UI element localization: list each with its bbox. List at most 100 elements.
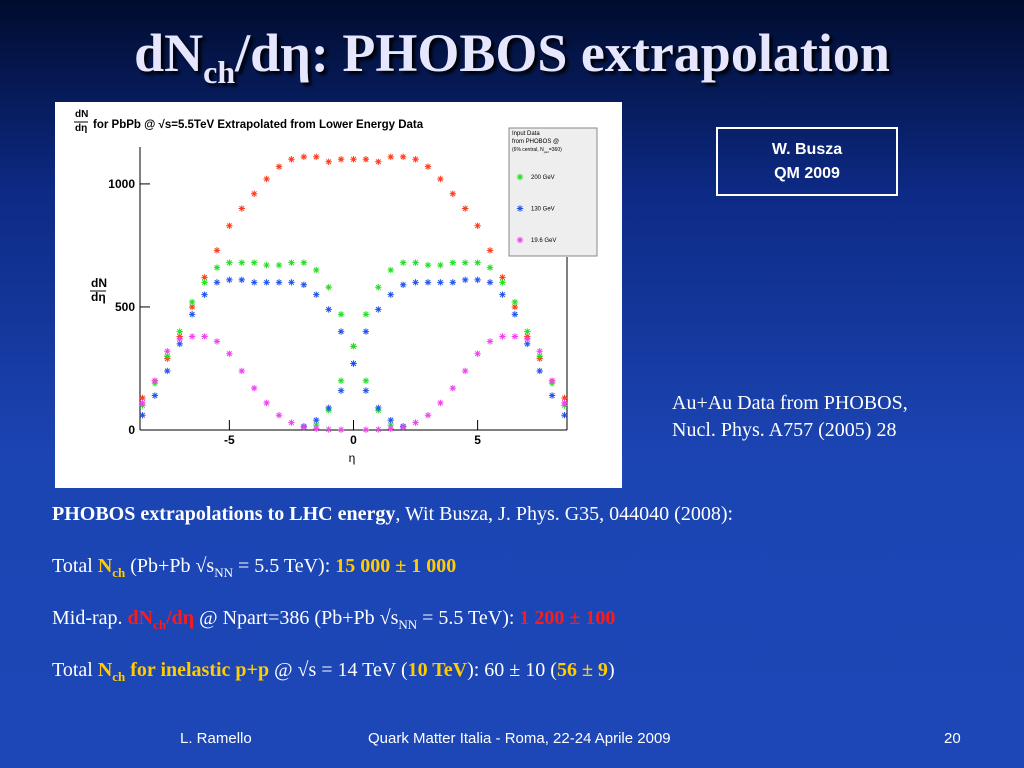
run: Mid-rap. xyxy=(52,607,128,629)
run: ch xyxy=(112,669,126,684)
data-point xyxy=(313,416,320,424)
run: /dη xyxy=(166,607,195,629)
data-point xyxy=(387,291,394,298)
data-point xyxy=(412,419,419,426)
legend-title-part: (6% central, N xyxy=(512,147,544,153)
data-point xyxy=(238,276,245,284)
x-label: η xyxy=(349,451,356,465)
data-point xyxy=(188,333,196,340)
data-point xyxy=(561,412,568,419)
data-point xyxy=(387,153,394,161)
data-point xyxy=(139,399,146,407)
data-point xyxy=(288,156,295,163)
data-point xyxy=(437,279,444,286)
data-point xyxy=(288,279,295,286)
data-point xyxy=(337,387,345,394)
data-point xyxy=(499,333,506,340)
legend-marker xyxy=(516,173,524,181)
data-point xyxy=(151,377,159,384)
data-point xyxy=(375,404,382,412)
y-label: dN xyxy=(91,276,107,290)
data-point xyxy=(300,281,308,289)
data-point xyxy=(263,279,270,286)
data-point xyxy=(399,281,407,289)
run: NN xyxy=(214,565,233,580)
data-point xyxy=(561,394,568,402)
data-point xyxy=(437,399,444,407)
data-point xyxy=(362,156,370,163)
data-point xyxy=(362,377,370,384)
data-point xyxy=(176,340,183,348)
title-part: dN xyxy=(134,23,204,83)
data-point xyxy=(151,392,159,399)
data-point xyxy=(337,377,345,384)
y-tick-label: 500 xyxy=(115,300,135,314)
data-point xyxy=(300,259,308,266)
data-point xyxy=(164,352,171,360)
data-point xyxy=(313,291,320,298)
data-point xyxy=(499,279,506,286)
run: Total xyxy=(52,555,98,577)
data-point xyxy=(449,384,457,392)
data-point xyxy=(238,367,245,375)
data-point xyxy=(424,163,432,170)
data-point xyxy=(511,333,519,340)
text-line: Total Nch (Pb+Pb √sNN = 5.5 TeV): 15 000… xyxy=(52,555,456,581)
source-line: QM 2009 xyxy=(774,165,840,182)
run: N xyxy=(97,659,113,681)
data-point xyxy=(313,425,320,432)
data-point xyxy=(164,367,171,375)
source-line: W. Busza xyxy=(771,141,843,158)
data-point xyxy=(275,279,283,286)
data-point xyxy=(275,163,283,170)
run: , Wit Busza, J. Phys. G35, 044040 (2008)… xyxy=(395,503,734,525)
data-point xyxy=(486,338,494,345)
y-tick-label: 1000 xyxy=(108,177,135,191)
data-point xyxy=(449,190,457,197)
data-point xyxy=(486,247,494,254)
data-point xyxy=(474,350,481,357)
legend-box xyxy=(508,127,598,257)
run: (Pb+Pb √s xyxy=(125,555,215,577)
data-point xyxy=(387,421,394,429)
data-point xyxy=(164,348,171,355)
data-point xyxy=(201,291,208,298)
data-point xyxy=(313,266,320,274)
text-line: Total Nch for inelastic p+p @ √s = 14 Te… xyxy=(52,659,615,685)
data-point xyxy=(362,328,370,335)
legend-title-part: part xyxy=(544,150,549,154)
run: 56 ± 9 xyxy=(556,659,608,681)
legend-title-part: =360) xyxy=(549,147,562,153)
run: PHOBOS extrapolations to LHC energy xyxy=(52,503,396,525)
run: dN xyxy=(127,607,154,629)
legend-label: 130 GeV xyxy=(531,207,555,213)
run: = 5.5 TeV): xyxy=(233,555,336,577)
data-point xyxy=(213,264,221,271)
data-point xyxy=(250,279,258,286)
footer-event: Quark Matter Italia - Roma, 22-24 Aprile… xyxy=(368,730,671,747)
data-point xyxy=(288,259,295,266)
data-point xyxy=(300,423,308,431)
title-prefix: dN xyxy=(75,109,88,120)
data-point xyxy=(375,306,382,313)
x-tick-label: 0 xyxy=(350,433,357,447)
chart: dN dη for PbPb @ √s=5.5TeV Extrapolated … xyxy=(74,109,598,465)
data-point xyxy=(474,222,481,229)
data-point xyxy=(362,426,370,433)
data-point xyxy=(325,284,332,291)
legend-marker xyxy=(516,205,524,212)
data-point xyxy=(139,394,146,402)
y-label: dη xyxy=(91,290,106,304)
data-point xyxy=(250,190,258,197)
data-point xyxy=(337,156,345,163)
data-point xyxy=(213,247,221,254)
run: 1 200 ± 100 xyxy=(519,607,616,629)
data-point xyxy=(474,276,481,284)
data-point xyxy=(325,158,332,165)
run: 10 TeV xyxy=(407,659,468,681)
data-point xyxy=(462,276,469,284)
data-point xyxy=(375,426,382,433)
data-point xyxy=(375,158,382,165)
title-sub: ch xyxy=(203,53,236,90)
data-point xyxy=(350,343,357,350)
